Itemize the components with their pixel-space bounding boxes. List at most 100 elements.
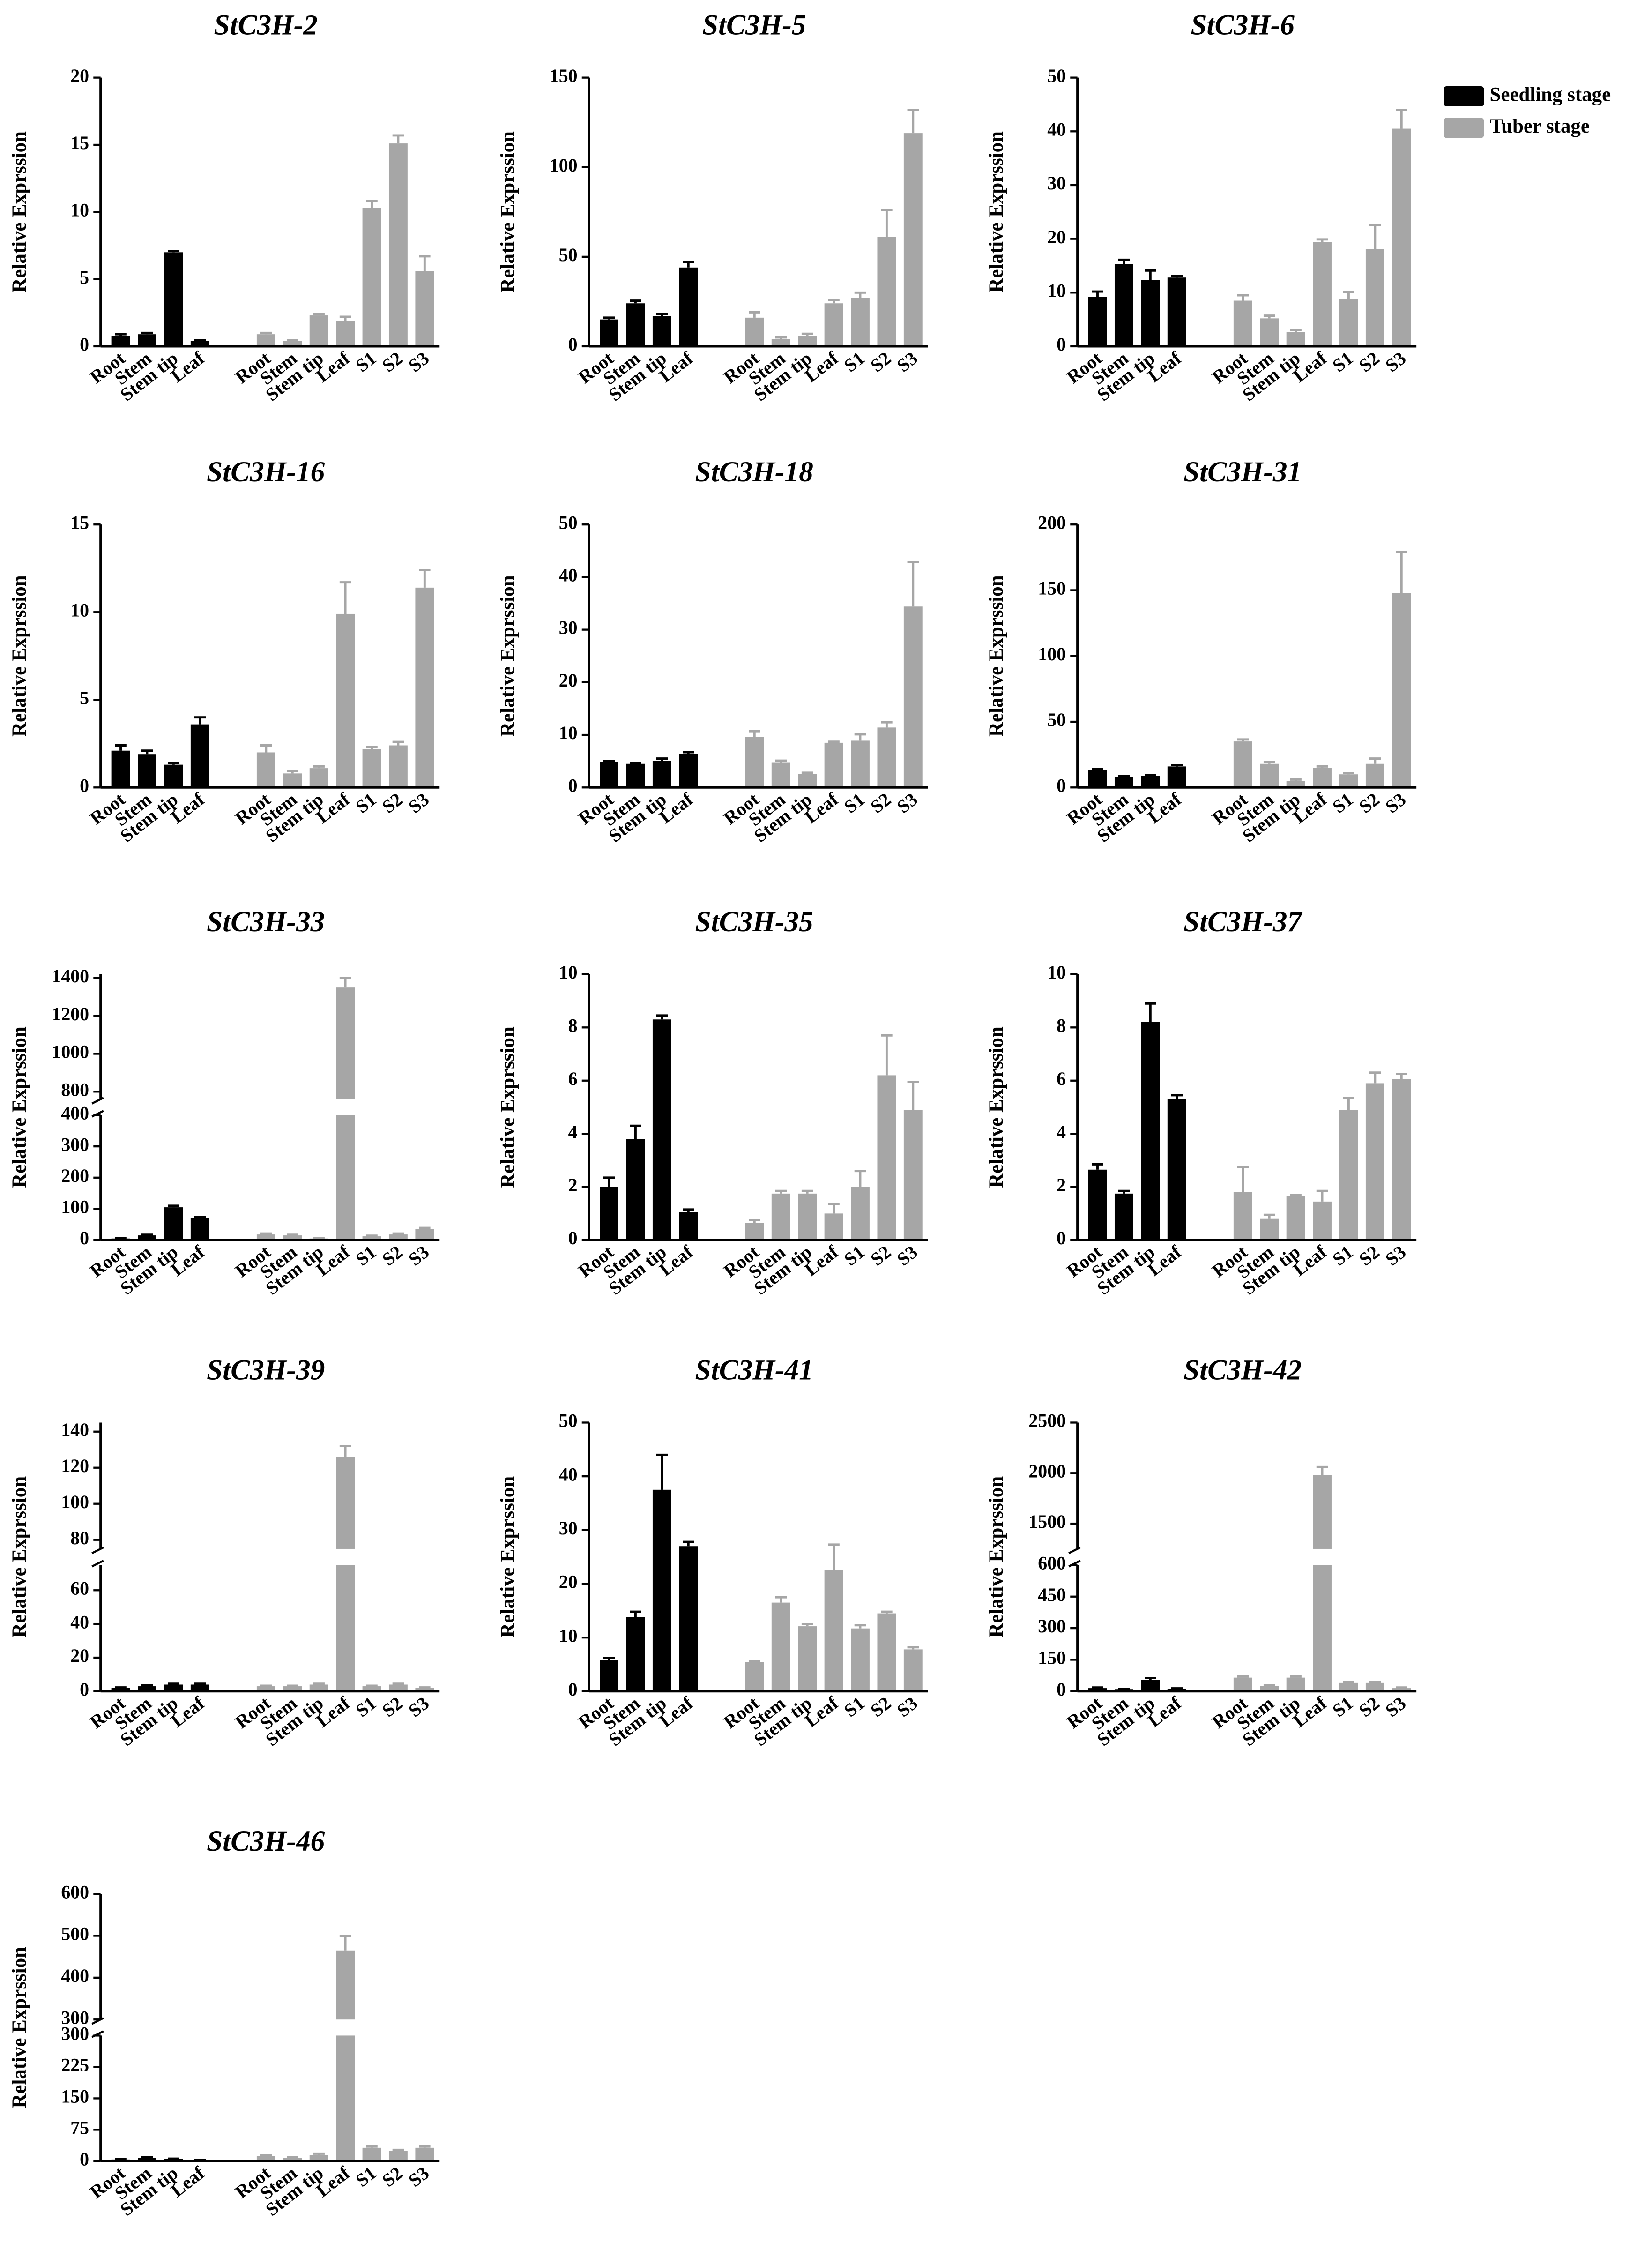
error-bar [630,1124,641,1139]
y-tick-label: 300 [1038,1615,1066,1637]
bar [1313,1475,1332,1691]
bar [1260,763,1279,788]
error-bar [286,339,298,342]
error-bar [366,746,378,749]
bar [283,1686,302,1691]
bar [336,321,355,346]
error-bar [1343,771,1354,775]
bar [1286,781,1305,788]
y-tick-label: 100 [61,1491,89,1512]
error-bar [1263,314,1275,319]
error-bar [1290,778,1302,781]
bar [190,1218,209,1241]
y-tick-label: 0 [1057,1227,1066,1248]
bar [903,133,923,346]
x-tick-label: S1 [351,1692,380,1721]
error-bar [749,311,760,318]
x-tick-label: S1 [351,2162,380,2191]
error-bar [881,721,893,728]
bar [877,1613,896,1691]
bar [679,1212,698,1241]
bar [652,1489,671,1691]
x-tick-label: S3 [1381,789,1410,817]
y-tick-label: 200 [1038,512,1066,533]
error-bar [828,299,840,304]
error-bar [366,200,378,208]
bar [679,1546,698,1691]
y-tick-label: 225 [61,2055,89,2076]
error-bar [168,1204,179,1208]
error-bar [1263,1684,1275,1687]
y-tick-label: 10 [559,1625,578,1646]
error-bar [1369,757,1381,764]
error-bar [854,733,866,741]
error-bar [419,568,431,588]
legend-label: Seedling stage [1490,83,1611,105]
y-axis-label: Relative Exprssion [985,575,1007,737]
bar [1392,593,1411,788]
x-tick-label: S3 [893,1692,922,1721]
bar [600,1660,618,1691]
y-tick-label: 0 [1057,775,1066,796]
error-bar [286,2156,298,2158]
y-tick-label: 1500 [1028,1511,1066,1532]
bar [362,208,381,346]
y-axis-label: Relative Exprssion [985,131,1007,293]
error-bar [801,771,813,774]
y-tick-label: 100 [61,1196,89,1218]
bar [256,334,275,346]
error-bar [1263,761,1275,764]
bar [362,2147,381,2161]
bar [745,737,764,788]
y-tick-label: 6 [1057,1068,1066,1089]
error-bar [141,2156,153,2159]
error-bar [656,313,668,316]
y-axis-label: Relative Exprssion [8,131,30,293]
error-bar [392,1682,404,1685]
error-bar [1263,1213,1275,1219]
bar [1233,1192,1252,1241]
x-tick-label: S3 [404,347,433,376]
bar [190,341,209,346]
x-tick-label: S2 [866,789,895,817]
bar [415,271,434,346]
bar [256,1234,275,1241]
x-tick-label: S2 [1355,789,1384,817]
y-tick-label: 8 [568,1015,578,1036]
error-bar [260,744,272,753]
y-tick-label: 500 [61,1923,89,1944]
error-bar [339,315,351,321]
bar [111,336,130,346]
y-tick-label: 30 [559,1517,578,1539]
bar [851,298,870,346]
bar [1260,1686,1279,1691]
y-tick-label: 20 [70,1645,89,1666]
bar [283,341,302,346]
bar [824,742,843,788]
x-tick-label: S1 [351,347,380,376]
bar [190,724,209,788]
chart-title: StC3H-33 [207,906,325,938]
bar [111,750,130,788]
y-tick-label: 0 [1057,334,1066,355]
error-bar [1290,1194,1302,1196]
error-bar [881,1034,893,1076]
y-tick-label: 0 [568,775,578,796]
y-tick-label: 10 [70,199,89,220]
panel: StC3H-39 Relative Exprssion 0 20 40 60 80 100 12… [8,1354,441,1750]
bar [771,762,790,788]
error-bar [828,1543,840,1570]
bar [1167,1099,1186,1241]
axis-break-gap [1079,1548,1418,1565]
x-tick-label: S1 [840,1241,869,1270]
bar [1088,770,1107,788]
bar [283,2158,302,2161]
error-bar [392,1232,404,1235]
y-tick-label: 1200 [52,1003,89,1024]
y-tick-label: 2 [568,1174,578,1196]
error-bar [286,770,298,774]
y-tick-label: 150 [61,2086,89,2107]
bar [877,727,896,788]
bar [1088,1688,1107,1691]
x-tick-label: S2 [378,789,407,817]
